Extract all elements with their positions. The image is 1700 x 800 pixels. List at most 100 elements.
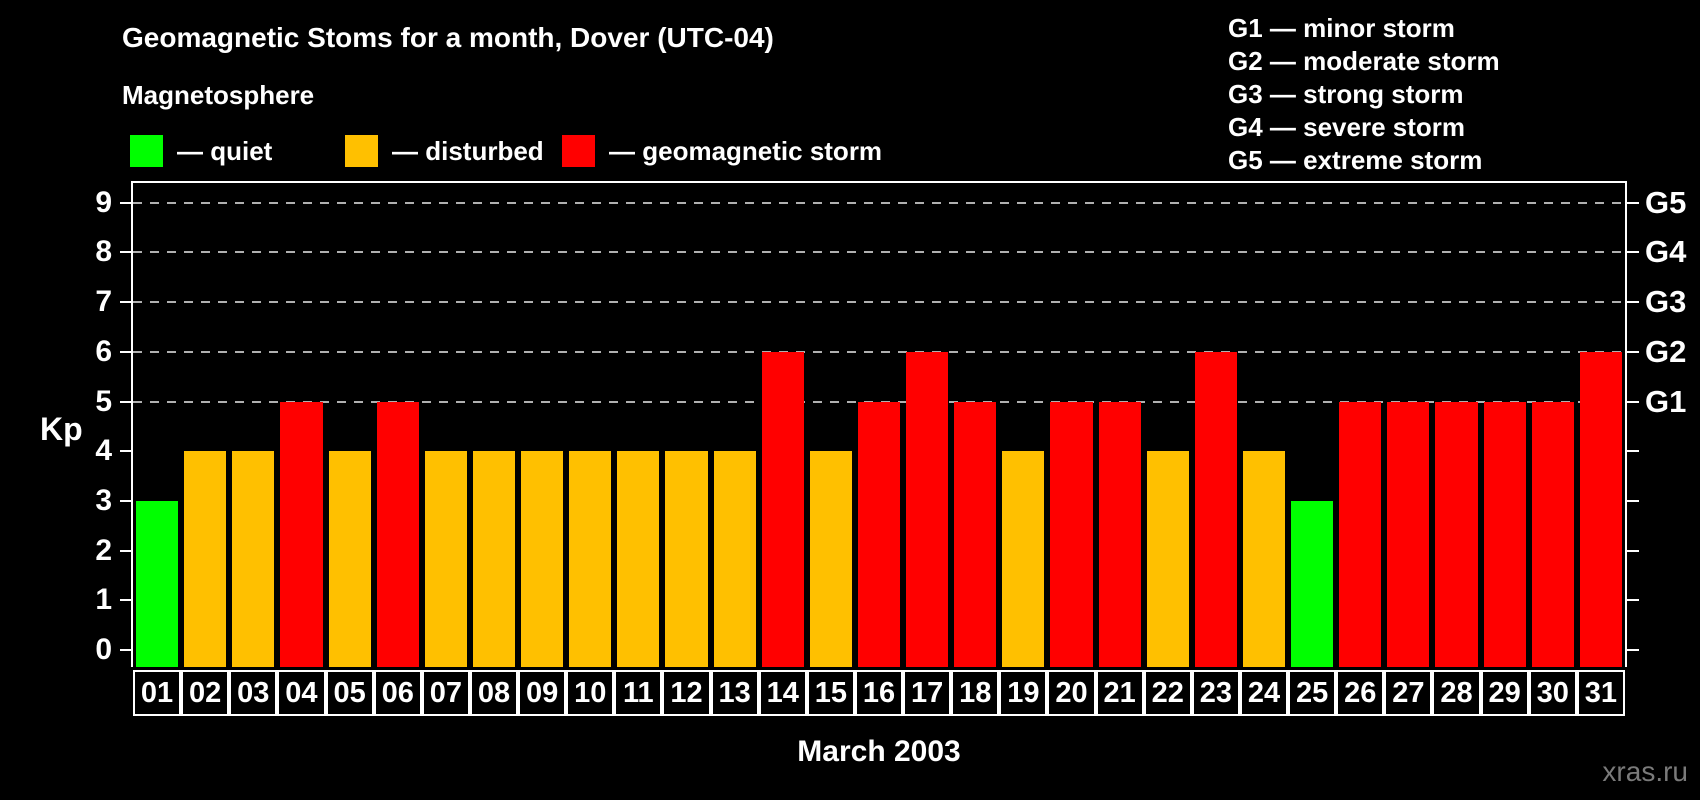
bar-day-18 bbox=[954, 401, 997, 667]
day-label-21: 21 bbox=[1095, 670, 1144, 716]
day-label-16: 16 bbox=[854, 670, 904, 716]
g-axis-label-g2: G2 bbox=[1645, 333, 1687, 369]
g-axis-label-g3: G3 bbox=[1645, 284, 1687, 320]
magnetosphere-label: Magnetosphere bbox=[122, 80, 315, 110]
quiet-color-swatch bbox=[130, 135, 163, 167]
bar-day-08 bbox=[472, 451, 516, 667]
day-label-05: 05 bbox=[325, 670, 374, 716]
day-label-31: 31 bbox=[1576, 670, 1625, 716]
legend-label-disturbed: — disturbed bbox=[392, 136, 544, 166]
kp-tick bbox=[120, 450, 133, 453]
bar-day-27 bbox=[1387, 401, 1430, 667]
day-label-13: 13 bbox=[710, 670, 759, 716]
g-tick bbox=[1627, 201, 1639, 204]
legend-label-quiet: — quiet bbox=[177, 136, 273, 166]
day-label-10: 10 bbox=[566, 670, 615, 716]
bar-day-11 bbox=[617, 451, 660, 667]
bar-day-22 bbox=[1146, 451, 1189, 667]
day-label-22: 22 bbox=[1143, 670, 1192, 716]
plot-frame bbox=[131, 181, 1627, 667]
day-label-11: 11 bbox=[614, 670, 663, 716]
g-tick bbox=[1627, 450, 1639, 453]
day-label-row: 01 02 03 04 05 06 07 08 09 10 11 12 13 14 15 16 17 18 19 20… bbox=[133, 670, 1625, 716]
day-label-06: 06 bbox=[373, 670, 422, 716]
g-scale-legend-line-g5: G5 — extreme storm bbox=[1228, 145, 1483, 175]
day-label-12: 12 bbox=[662, 670, 711, 716]
g-tick bbox=[1627, 301, 1639, 304]
bar-day-07 bbox=[424, 451, 467, 667]
gridline-g4 bbox=[133, 251, 1625, 254]
g-axis-label-g5: G5 bbox=[1645, 184, 1687, 220]
bar-day-10 bbox=[569, 451, 612, 667]
kp-tick bbox=[120, 499, 133, 502]
disturbed-color-swatch bbox=[345, 135, 378, 167]
bar-day-30 bbox=[1531, 401, 1574, 667]
bar-day-21 bbox=[1098, 401, 1141, 667]
kp-tick bbox=[120, 201, 133, 204]
day-label-20: 20 bbox=[1047, 670, 1096, 716]
kp-tick-label: 2 bbox=[95, 533, 112, 567]
kp-tick-label: 8 bbox=[95, 235, 112, 269]
day-label-02: 02 bbox=[181, 670, 230, 716]
day-label-15: 15 bbox=[806, 670, 855, 716]
day-label-25: 25 bbox=[1288, 670, 1337, 716]
day-label-30: 30 bbox=[1528, 670, 1577, 716]
storm-color-swatch bbox=[562, 135, 595, 167]
bar-day-20 bbox=[1050, 401, 1093, 667]
kp-tick-label: 4 bbox=[95, 434, 112, 468]
bar-day-24 bbox=[1242, 451, 1286, 667]
day-label-23: 23 bbox=[1191, 670, 1240, 716]
bar-day-06 bbox=[376, 401, 419, 667]
kp-tick-label: 1 bbox=[95, 583, 112, 617]
gridline-g5 bbox=[133, 201, 1625, 204]
bar-day-13 bbox=[713, 451, 756, 667]
plot-area bbox=[133, 183, 1625, 667]
g-scale-legend-line-g1: G1 — minor storm bbox=[1228, 13, 1455, 43]
g-axis-label-g1: G1 bbox=[1645, 383, 1687, 419]
day-label-26: 26 bbox=[1336, 670, 1385, 716]
legend-label-storm: — geomagnetic storm bbox=[609, 136, 883, 166]
x-axis-label: March 2003 bbox=[797, 735, 961, 768]
day-label-08: 08 bbox=[469, 670, 519, 716]
day-label-07: 07 bbox=[421, 670, 470, 716]
kp-tick-label: 0 bbox=[95, 633, 112, 666]
kp-tick bbox=[120, 350, 133, 353]
kp-tick-label: 6 bbox=[95, 334, 112, 368]
bar-day-17 bbox=[906, 351, 949, 667]
bar-day-02 bbox=[184, 451, 227, 667]
kp-tick bbox=[120, 400, 133, 403]
g-tick bbox=[1627, 499, 1639, 502]
g-tick bbox=[1627, 599, 1639, 602]
g-tick bbox=[1627, 251, 1639, 254]
day-label-19: 19 bbox=[999, 670, 1048, 716]
bar-day-28 bbox=[1435, 401, 1478, 667]
bar-day-29 bbox=[1483, 401, 1526, 667]
bar-day-12 bbox=[665, 451, 708, 667]
day-label-04: 04 bbox=[277, 670, 326, 716]
kp-tick-label: 3 bbox=[95, 483, 112, 517]
bar-day-05 bbox=[328, 451, 371, 667]
g-scale-legend-line-g3: G3 — strong storm bbox=[1228, 79, 1464, 109]
bar-day-04 bbox=[280, 401, 323, 667]
kp-tick bbox=[120, 251, 133, 254]
bar-day-15 bbox=[809, 451, 852, 667]
bar-day-14 bbox=[761, 351, 804, 667]
day-label-17: 17 bbox=[903, 670, 952, 716]
kp-tick bbox=[120, 549, 133, 552]
kp-tick bbox=[120, 649, 133, 651]
bar-day-31 bbox=[1579, 351, 1622, 667]
bar-day-25 bbox=[1291, 500, 1334, 667]
gridline-g3 bbox=[133, 301, 1625, 304]
bar-day-16 bbox=[857, 401, 901, 667]
bar-day-09 bbox=[521, 451, 564, 667]
gridline-g2 bbox=[133, 350, 1625, 353]
day-label-03: 03 bbox=[229, 670, 278, 716]
g-tick bbox=[1627, 350, 1639, 353]
day-label-29: 29 bbox=[1480, 670, 1529, 716]
bar-day-03 bbox=[232, 451, 275, 667]
bar-day-19 bbox=[1002, 451, 1045, 667]
g-tick bbox=[1627, 549, 1639, 552]
kp-tick-label: 9 bbox=[95, 185, 112, 219]
kp-tick bbox=[120, 599, 133, 602]
